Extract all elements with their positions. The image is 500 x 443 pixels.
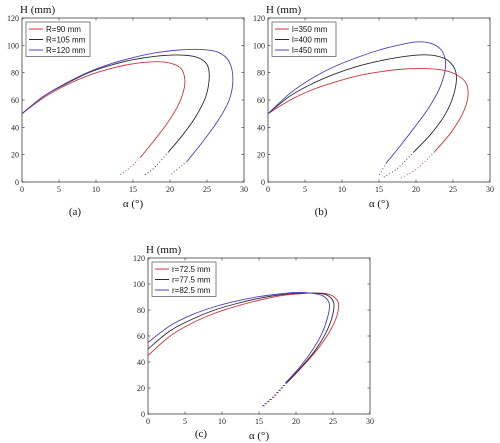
legend-entry: r=82.5 mm xyxy=(172,286,211,295)
y-tick-label: 100 xyxy=(253,41,265,50)
series-line xyxy=(21,48,234,162)
y-tick-label: 80 xyxy=(11,69,19,78)
series-line-dotted xyxy=(169,161,188,176)
x-tick-label: 10 xyxy=(92,185,100,194)
x-tick-label: 5 xyxy=(303,185,307,194)
x-tick-label: 0 xyxy=(20,185,24,194)
series-line xyxy=(267,54,457,153)
x-tick-label: 30 xyxy=(240,185,248,194)
x-axis-label: α (°) xyxy=(123,198,144,210)
y-tick-label: 60 xyxy=(11,96,19,105)
y-tick-label: 0 xyxy=(15,178,19,187)
x-tick-label: 25 xyxy=(203,185,211,194)
x-tick-label: 25 xyxy=(329,417,337,426)
y-tick-label: 20 xyxy=(257,151,265,160)
y-axis-label: H (mm) xyxy=(146,244,181,256)
y-axis-label: H (mm) xyxy=(266,4,301,16)
y-tick-label: 100 xyxy=(133,280,145,289)
x-axis-label: α (°) xyxy=(249,430,270,442)
legend: l=350 mm l=400 mml=450 mm xyxy=(271,21,337,57)
y-axis-label: H (mm) xyxy=(20,4,55,16)
y-tick-label: 80 xyxy=(137,306,145,315)
x-tick-label: 30 xyxy=(366,417,374,426)
y-tick-label: 120 xyxy=(7,14,19,23)
x-tick-label: 10 xyxy=(338,185,346,194)
y-tick-label: 0 xyxy=(141,410,145,419)
series-line xyxy=(21,54,210,153)
y-tick-label: 60 xyxy=(137,332,145,341)
panel-label: (b) xyxy=(315,206,328,218)
x-tick-label: 15 xyxy=(255,417,263,426)
x-tick-label: 30 xyxy=(486,185,494,194)
series-line-dotted xyxy=(119,157,141,176)
legend: R=90 mm R=105 mmR=120 mm xyxy=(25,21,91,57)
legend-entry: R=120 mm xyxy=(46,46,86,55)
x-tick-label: 10 xyxy=(218,417,226,426)
series-line xyxy=(147,292,335,384)
series-line-dotted xyxy=(260,382,287,408)
series-line xyxy=(21,61,186,158)
x-tick-label: 5 xyxy=(183,417,187,426)
x-tick-label: 15 xyxy=(375,185,383,194)
legend-entry: r=72.5 mm xyxy=(172,265,211,274)
x-tick-label: 20 xyxy=(292,417,300,426)
legend: r=72.5 mm r=77.5 mmr=82.5 mm xyxy=(151,261,217,297)
series-line-dotted xyxy=(382,151,415,179)
legend-entry: r=77.5 mm xyxy=(172,276,211,285)
legend-entry: R=105 mm xyxy=(46,36,86,45)
y-tick-label: 20 xyxy=(11,151,19,160)
panel-label: (c) xyxy=(195,428,208,440)
x-tick-label: 0 xyxy=(146,417,150,426)
legend-entry: R=90 mm xyxy=(46,25,81,34)
x-tick-label: 20 xyxy=(166,185,174,194)
y-tick-label: 100 xyxy=(7,41,19,50)
x-tick-label: 15 xyxy=(129,185,137,194)
x-axis-label: α (°) xyxy=(369,198,390,210)
series-line-dotted xyxy=(143,151,169,176)
x-tick-label: 5 xyxy=(57,185,61,194)
series-line xyxy=(267,68,469,153)
series-line xyxy=(147,291,331,384)
x-tick-label: 25 xyxy=(449,185,457,194)
series-line-dotted xyxy=(262,382,288,408)
series-line xyxy=(147,292,340,384)
y-tick-label: 20 xyxy=(137,384,145,393)
legend-entry: l=350 mm xyxy=(292,25,328,34)
x-tick-label: 20 xyxy=(412,185,420,194)
y-tick-label: 120 xyxy=(133,254,145,263)
series-line-dotted xyxy=(260,382,286,408)
y-tick-label: 40 xyxy=(257,123,265,132)
legend-entry: l=400 mm xyxy=(292,36,328,45)
y-tick-label: 0 xyxy=(261,178,265,187)
y-tick-label: 40 xyxy=(137,358,145,367)
panel-label: (a) xyxy=(69,206,82,218)
legend-entry: l=450 mm xyxy=(292,46,328,55)
y-tick-label: 60 xyxy=(257,96,265,105)
y-tick-label: 80 xyxy=(257,69,265,78)
series-line xyxy=(267,41,447,164)
y-tick-label: 120 xyxy=(253,14,265,23)
y-tick-label: 40 xyxy=(11,123,19,132)
x-tick-label: 0 xyxy=(266,185,270,194)
series-line-dotted xyxy=(400,151,435,179)
series-line-dotted xyxy=(378,162,387,176)
